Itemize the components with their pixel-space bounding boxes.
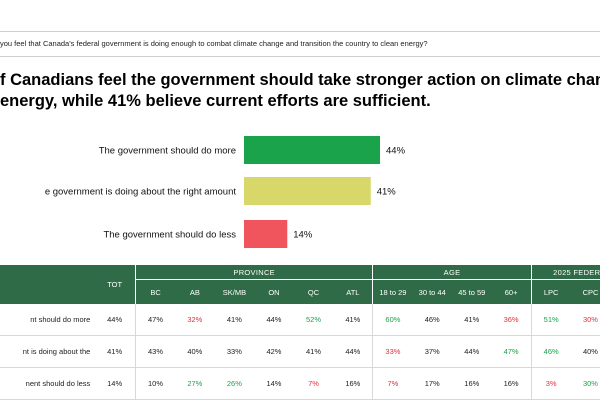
cell-2-2: 26% <box>214 367 255 400</box>
cell-0-9: 36% <box>491 304 532 336</box>
table-row: nent should do less 14% 10% 27% 26% 14% 7% 16% 7… <box>0 367 600 400</box>
cell-1-6: 33% <box>372 335 413 368</box>
bar-category-label-3: The government should do less <box>103 230 236 241</box>
cell-2-1: 27% <box>175 367 215 400</box>
bar-value-label-1: 44% <box>386 146 406 157</box>
response-bar-chart: The government should do more 44% e govern… <box>45 136 406 248</box>
cell-1-7: 37% <box>412 335 453 368</box>
cell-2-8: 16% <box>452 367 492 400</box>
header-group-1: AGE <box>372 265 532 280</box>
bar-category-label-2: e government is doing about the right am… <box>45 187 237 198</box>
bar-2 <box>244 177 371 205</box>
header-col-1-3: 60+ <box>491 279 532 304</box>
header-group-2: 2025 FEDERAL VOT <box>530 265 600 280</box>
survey-question: you feel that Canada's federal governmen… <box>0 31 600 57</box>
cell-0-6: 60% <box>372 304 413 336</box>
cell-0-4: 52% <box>293 304 334 336</box>
bar-category-label-1: The government should do more <box>99 146 236 157</box>
cell-0-11: 30% <box>570 304 600 336</box>
header-col-0-5: ATL <box>333 279 373 304</box>
header-col-0-4: QC <box>293 279 334 304</box>
cell-2-3: 14% <box>254 367 294 400</box>
header-row-label-cell <box>0 265 95 304</box>
cell-1-3: 42% <box>254 335 294 368</box>
row-label-0: nt should do more <box>0 304 95 336</box>
cell-1-5: 44% <box>333 335 373 368</box>
headline-line-2: energy, while 41% believe current effort… <box>0 92 431 110</box>
header-group-0: PROVINCE <box>134 265 373 280</box>
header-col-0-0: BC <box>135 279 176 304</box>
cell-1-11: 40% <box>570 335 600 368</box>
cell-0-8: 41% <box>452 304 492 336</box>
cell-1-0: 43% <box>135 335 176 368</box>
bar-1 <box>244 136 380 164</box>
cell-1-10: 46% <box>530 335 571 368</box>
table-row: nt is doing about the 41% 43% 40% 33% 42% 41% 4… <box>0 335 600 368</box>
header-col-2-1: CPC <box>570 279 600 304</box>
cell-0-10: 51% <box>530 304 571 336</box>
cell-2-7: 17% <box>412 367 453 400</box>
cell-1-8: 44% <box>452 335 492 368</box>
cell-tot-2: 14% <box>94 367 136 400</box>
header-col-1-1: 30 to 44 <box>412 279 453 304</box>
cell-2-10: 3% <box>530 367 571 400</box>
cell-1-1: 40% <box>175 335 215 368</box>
cell-tot-0: 44% <box>94 304 136 336</box>
header-col-0-1: AB <box>175 279 215 304</box>
header-col-0-3: ON <box>254 279 294 304</box>
header-col-1-0: 18 to 29 <box>372 279 413 304</box>
cell-1-9: 47% <box>491 335 532 368</box>
headline: f Canadians feel the government should t… <box>0 70 600 112</box>
cell-2-6: 7% <box>372 367 413 400</box>
cell-0-3: 44% <box>254 304 294 336</box>
header-col-1-2: 45 to 59 <box>452 279 492 304</box>
header-col-0-2: SK/MB <box>214 279 255 304</box>
bar-3 <box>244 220 288 248</box>
row-label-1: nt is doing about the <box>0 335 95 368</box>
row-label-2: nent should do less <box>0 367 95 400</box>
cell-2-11: 30% <box>570 367 600 400</box>
cell-2-4: 7% <box>293 367 334 400</box>
header-tot: TOT <box>94 265 136 304</box>
cell-1-2: 33% <box>214 335 255 368</box>
cell-2-0: 10% <box>135 367 176 400</box>
bar-value-label-3: 14% <box>293 230 313 241</box>
table-row: nt should do more 44% 47% 32% 41% 44% 52% 41% 60… <box>0 304 600 336</box>
cell-2-9: 16% <box>491 367 532 400</box>
bar-value-label-2: 41% <box>377 187 397 198</box>
header-col-2-0: LPC <box>530 279 571 304</box>
cell-0-2: 41% <box>214 304 255 336</box>
cell-0-1: 32% <box>175 304 215 336</box>
cell-0-5: 41% <box>333 304 373 336</box>
cell-1-4: 41% <box>293 335 334 368</box>
cell-2-5: 16% <box>333 367 373 400</box>
cell-0-7: 46% <box>412 304 453 336</box>
cell-tot-1: 41% <box>94 335 136 368</box>
headline-line-1: f Canadians feel the government should t… <box>0 71 600 89</box>
cell-0-0: 47% <box>135 304 176 336</box>
